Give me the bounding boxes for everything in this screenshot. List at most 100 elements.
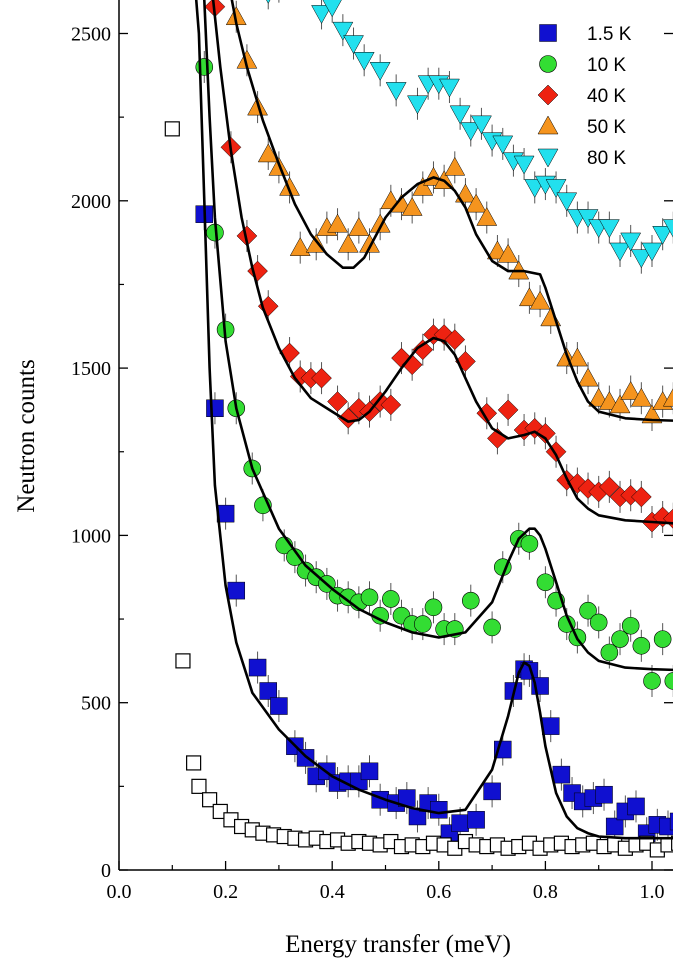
data-point bbox=[266, 0, 271, 4]
data-point bbox=[513, 155, 535, 175]
data-point bbox=[483, 618, 501, 637]
data-point bbox=[380, 394, 402, 416]
data-point bbox=[529, 290, 551, 310]
data-point bbox=[369, 62, 391, 81]
data-point bbox=[360, 588, 379, 607]
axis-titles: Energy transfer (meV) Neutron counts bbox=[13, 359, 511, 958]
x-tick-label: 0.4 bbox=[320, 881, 345, 903]
data-point bbox=[577, 367, 599, 387]
data-point bbox=[369, 213, 391, 233]
data-point bbox=[611, 630, 629, 648]
data-point bbox=[671, 835, 673, 851]
legend-label: 10 K bbox=[587, 55, 626, 76]
data-point bbox=[175, 653, 191, 669]
data-point bbox=[632, 637, 651, 655]
data-point bbox=[248, 658, 267, 677]
series-0 bbox=[195, 198, 673, 850]
legend-label: 1.5 K bbox=[587, 24, 632, 45]
data-point bbox=[195, 58, 214, 76]
data-point bbox=[599, 476, 620, 498]
fit-curve-3 bbox=[230, 0, 673, 422]
y-axis-title: Neutron counts bbox=[13, 359, 40, 512]
y-tick-label: 2500 bbox=[71, 24, 111, 46]
legend-marker bbox=[539, 24, 557, 42]
data-point bbox=[643, 672, 661, 690]
data-point bbox=[598, 219, 620, 239]
data-point bbox=[451, 814, 469, 832]
data-point bbox=[492, 135, 514, 155]
data-point bbox=[652, 226, 673, 245]
data-point bbox=[630, 387, 652, 407]
data-point bbox=[311, 367, 332, 389]
data-point bbox=[497, 399, 519, 421]
data-point bbox=[444, 156, 466, 176]
data-point bbox=[327, 213, 348, 233]
legend-item: 10 K bbox=[539, 55, 626, 76]
legend-marker bbox=[539, 55, 557, 73]
data-point bbox=[620, 232, 642, 252]
data-point bbox=[353, 52, 375, 71]
data-point bbox=[653, 630, 672, 648]
data-point bbox=[659, 817, 673, 836]
data-point bbox=[455, 183, 476, 203]
data-point bbox=[669, 812, 673, 831]
data-point bbox=[382, 590, 400, 608]
legend-marker bbox=[537, 148, 559, 168]
data-point bbox=[664, 672, 673, 690]
data-point bbox=[535, 422, 556, 444]
data-point bbox=[545, 179, 567, 198]
x-tick-label: 0.2 bbox=[213, 881, 238, 903]
data-point bbox=[595, 785, 613, 804]
legend-marker bbox=[537, 84, 559, 106]
data-point bbox=[556, 192, 578, 212]
legend-item: 40 K bbox=[537, 84, 626, 107]
data-point bbox=[566, 347, 588, 367]
data-point bbox=[191, 778, 207, 794]
data-point bbox=[497, 243, 519, 263]
y-tick-label: 500 bbox=[81, 693, 111, 715]
data-point bbox=[483, 782, 501, 801]
data-point bbox=[401, 196, 423, 216]
series-3 bbox=[225, 0, 673, 431]
data-point bbox=[577, 209, 599, 229]
data-point bbox=[520, 534, 539, 553]
data-point bbox=[541, 717, 560, 735]
fit-curve-2 bbox=[211, 0, 673, 525]
data-layer bbox=[164, 0, 673, 858]
legend-label: 50 K bbox=[587, 117, 626, 138]
x-tick-label: 0.6 bbox=[426, 881, 451, 903]
y-tick-label: 0 bbox=[101, 860, 111, 882]
data-point bbox=[332, 21, 354, 41]
data-point bbox=[621, 616, 640, 635]
data-point bbox=[600, 643, 619, 662]
data-point bbox=[337, 233, 359, 253]
data-point bbox=[360, 762, 379, 781]
data-point bbox=[630, 486, 652, 508]
data-point bbox=[439, 78, 460, 98]
data-point bbox=[476, 207, 498, 226]
series-4 bbox=[266, 0, 673, 274]
fit-curve-0 bbox=[194, 0, 673, 840]
data-point bbox=[206, 399, 224, 418]
data-point bbox=[471, 115, 492, 135]
data-point bbox=[343, 35, 364, 55]
data-point bbox=[259, 682, 277, 700]
data-point bbox=[414, 615, 432, 633]
data-point bbox=[327, 391, 348, 412]
data-point bbox=[322, 0, 342, 18]
data-point bbox=[227, 581, 246, 600]
y-tick-label: 1000 bbox=[71, 525, 111, 547]
data-point bbox=[348, 217, 370, 236]
fit-curve-1 bbox=[202, 0, 673, 672]
data-point bbox=[186, 755, 202, 771]
data-point bbox=[641, 242, 663, 262]
data-point bbox=[609, 394, 631, 414]
legend-item: 80 K bbox=[537, 148, 626, 169]
data-point bbox=[467, 811, 485, 829]
data-point bbox=[536, 573, 555, 592]
data-point bbox=[407, 95, 428, 115]
data-point bbox=[662, 219, 673, 238]
legend-marker bbox=[537, 115, 559, 135]
legend-item: 50 K bbox=[537, 115, 626, 138]
data-point bbox=[270, 697, 288, 715]
